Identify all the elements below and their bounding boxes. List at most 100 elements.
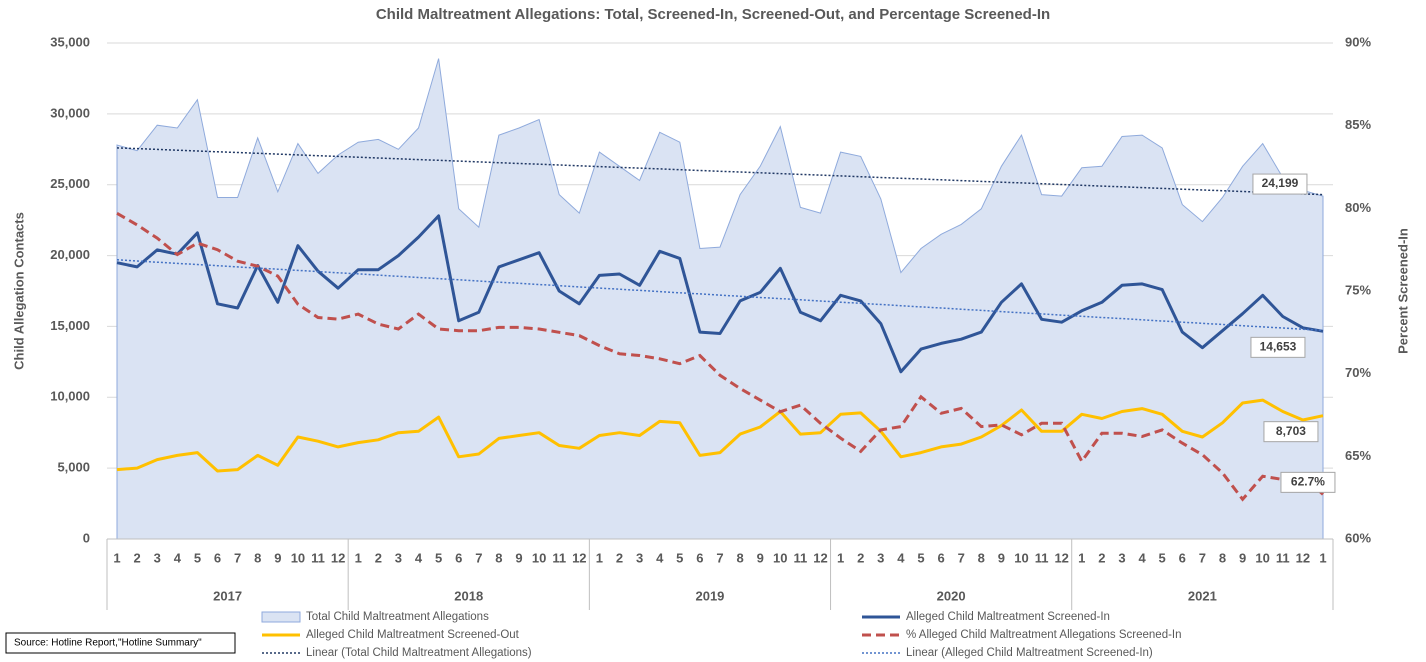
x-tick-label: 7 xyxy=(716,550,723,565)
x-tick-label: 9 xyxy=(998,550,1005,565)
x-tick-label: 10 xyxy=(532,550,546,565)
x-tick-label: 3 xyxy=(395,550,402,565)
x-tick-label: 4 xyxy=(656,550,664,565)
x-tick-label: 7 xyxy=(475,550,482,565)
y2-tick-label: 65% xyxy=(1345,448,1371,463)
y-axis-label: Child Allegation Contacts xyxy=(11,212,26,370)
y-tick-label: 15,000 xyxy=(50,318,90,333)
x-tick-label: 11 xyxy=(311,550,325,565)
y-tick-label: 35,000 xyxy=(50,34,90,49)
line-series xyxy=(116,259,1324,332)
chart-title: Child Maltreatment Allegations: Total, S… xyxy=(376,6,1050,23)
x-tick-label: 5 xyxy=(1159,550,1166,565)
x-tick-label: 9 xyxy=(274,550,281,565)
legend-swatch xyxy=(261,611,301,623)
x-tick-label: 11 xyxy=(1276,550,1290,565)
x-tick-label: 1 xyxy=(1319,550,1326,565)
x-tick-label: 6 xyxy=(214,550,221,565)
legend-label: Linear (Alleged Child Maltreatment Scree… xyxy=(906,647,1153,659)
x-tick-label: 12 xyxy=(1054,550,1068,565)
x-tick-label: 3 xyxy=(636,550,643,565)
x-tick-label: 8 xyxy=(978,550,985,565)
x-tick-label: 7 xyxy=(1199,550,1206,565)
x-group-label: 2018 xyxy=(454,588,483,603)
x-tick-label: 2 xyxy=(616,550,623,565)
line-series xyxy=(116,398,1324,473)
x-group-label: 2019 xyxy=(695,588,724,603)
x-tick-label: 1 xyxy=(355,550,362,565)
legend-label: Linear (Total Child Maltreatment Allegat… xyxy=(306,647,532,659)
y2-tick-label: 85% xyxy=(1345,117,1371,132)
x-tick-label: 3 xyxy=(154,550,161,565)
y-tick-label: 0 xyxy=(83,530,90,545)
x-tick-label: 4 xyxy=(897,550,905,565)
y-tick-label: 20,000 xyxy=(50,247,90,262)
x-tick-label: 4 xyxy=(1138,550,1146,565)
x-tick-label: 4 xyxy=(415,550,423,565)
line-series xyxy=(116,212,1325,502)
x-tick-label: 6 xyxy=(455,550,462,565)
x-tick-label: 9 xyxy=(515,550,522,565)
x-tick-label: 5 xyxy=(676,550,683,565)
y2-axis-label: Percent Screened-In xyxy=(1395,228,1410,354)
x-tick-label: 4 xyxy=(174,550,182,565)
data-label-box xyxy=(1263,421,1319,443)
x-tick-label: 1 xyxy=(596,550,603,565)
y-tick-label: 5,000 xyxy=(57,460,90,475)
y-tick-label: 30,000 xyxy=(50,105,90,120)
y2-tick-label: 70% xyxy=(1345,365,1371,380)
data-label: 24,199 xyxy=(1262,176,1299,190)
x-tick-label: 12 xyxy=(331,550,345,565)
x-tick-label: 3 xyxy=(877,550,884,565)
x-group-label: 2017 xyxy=(213,588,242,603)
x-tick-label: 7 xyxy=(234,550,241,565)
data-label: 62.7% xyxy=(1291,475,1325,489)
x-tick-label: 7 xyxy=(958,550,965,565)
x-tick-label: 9 xyxy=(1239,550,1246,565)
x-tick-label: 6 xyxy=(937,550,944,565)
x-tick-label: 5 xyxy=(194,550,201,565)
x-tick-label: 10 xyxy=(291,550,305,565)
source-note: Source: Hotline Report,"Hotline Summary" xyxy=(14,638,202,649)
legend-label: Total Child Maltreatment Allegations xyxy=(306,611,489,623)
y2-tick-label: 90% xyxy=(1345,34,1371,49)
y2-tick-label: 60% xyxy=(1345,530,1371,545)
data-label-box xyxy=(1252,173,1308,195)
x-tick-label: 8 xyxy=(254,550,261,565)
x-tick-label: 10 xyxy=(1255,550,1269,565)
x-tick-label: 12 xyxy=(813,550,827,565)
x-tick-label: 9 xyxy=(757,550,764,565)
legend-label: % Alleged Child Maltreatment Allegations… xyxy=(906,629,1182,641)
y2-tick-label: 80% xyxy=(1345,200,1371,215)
x-tick-label: 12 xyxy=(1296,550,1310,565)
x-tick-label: 2 xyxy=(1098,550,1105,565)
x-group-label: 2020 xyxy=(937,588,966,603)
x-tick-label: 11 xyxy=(794,550,808,565)
y2-tick-label: 75% xyxy=(1345,282,1371,297)
x-tick-label: 8 xyxy=(736,550,743,565)
x-tick-label: 5 xyxy=(435,550,442,565)
line-series xyxy=(116,147,1324,196)
legend-label: Alleged Child Maltreatment Screened-In xyxy=(906,611,1110,623)
x-tick-label: 2 xyxy=(375,550,382,565)
x-tick-label: 1 xyxy=(837,550,844,565)
x-tick-label: 2 xyxy=(857,550,864,565)
x-tick-label: 11 xyxy=(552,550,566,565)
x-tick-label: 12 xyxy=(572,550,586,565)
data-label-box xyxy=(1280,471,1336,493)
y-tick-label: 25,000 xyxy=(50,176,90,191)
legend-label: Alleged Child Maltreatment Screened-Out xyxy=(306,629,520,641)
x-group-label: 2021 xyxy=(1188,588,1217,603)
x-tick-label: 5 xyxy=(917,550,924,565)
x-tick-label: 8 xyxy=(495,550,502,565)
y-tick-label: 10,000 xyxy=(50,389,90,404)
data-label: 8,703 xyxy=(1276,424,1306,438)
x-tick-label: 11 xyxy=(1035,550,1049,565)
x-tick-label: 3 xyxy=(1118,550,1125,565)
x-tick-label: 10 xyxy=(1014,550,1028,565)
x-tick-label: 10 xyxy=(773,550,787,565)
x-tick-label: 6 xyxy=(696,550,703,565)
data-label: 14,653 xyxy=(1260,340,1297,354)
x-tick-label: 1 xyxy=(113,550,120,565)
